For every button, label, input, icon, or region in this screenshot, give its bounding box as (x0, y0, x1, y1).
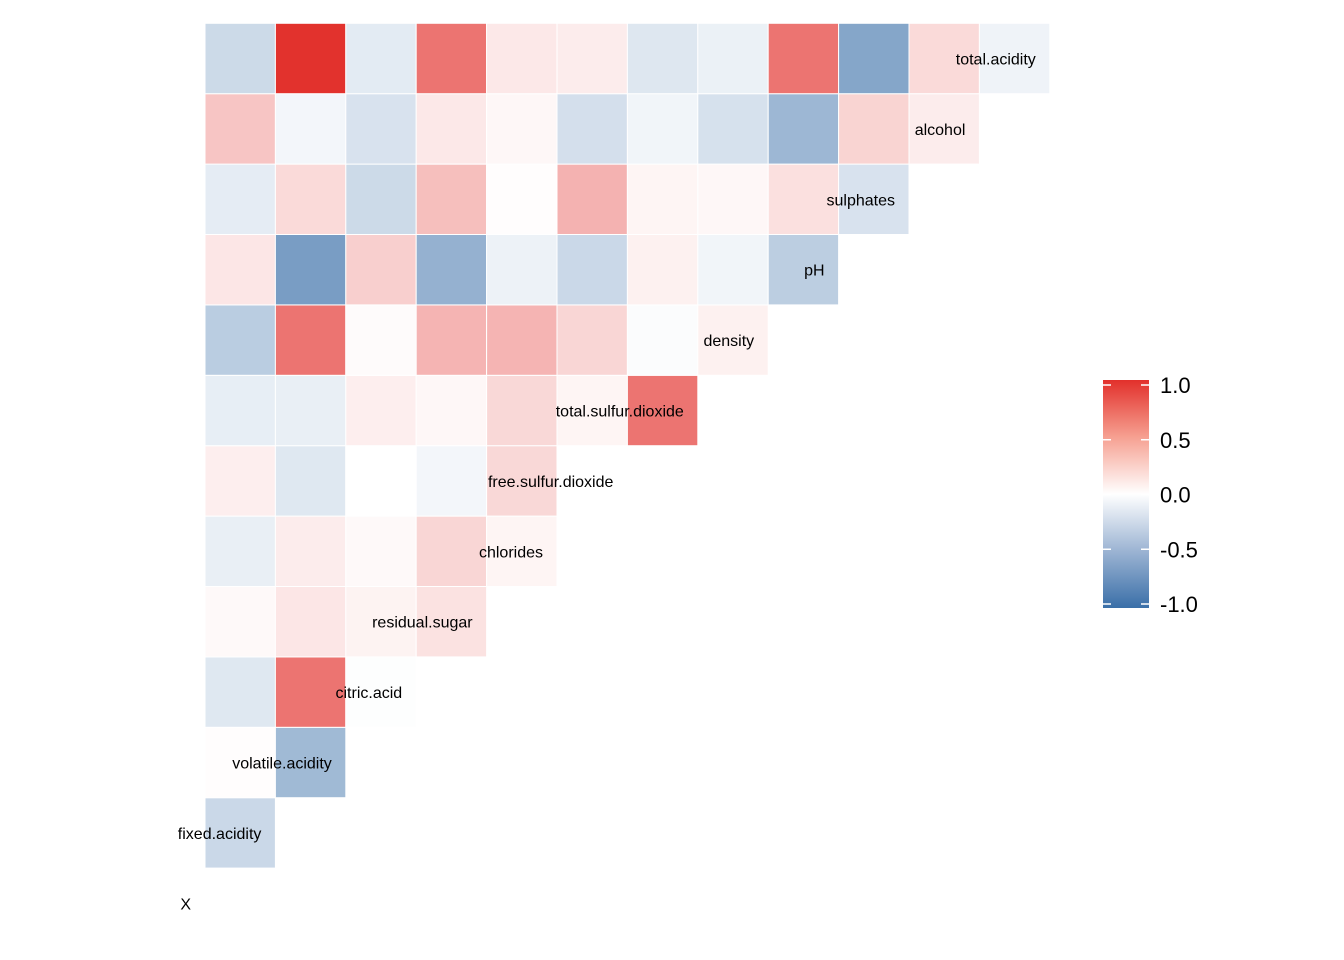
legend-tick-label: 0.0 (1160, 483, 1191, 508)
heatmap-cell-total.acidity-fixed.acidity (274, 22, 347, 95)
heatmap-cell-density-residual.sugar (486, 304, 558, 376)
variable-label: density (703, 333, 754, 350)
heatmap-cell-alcohol-pH (838, 93, 910, 165)
heatmap-cell-free.sulfur.dioxide-fixed.acidity (274, 445, 347, 517)
heatmap-cell-total.acidity-X (204, 22, 276, 95)
heatmap-cell-total.acidity-total.sulfur.dioxide (697, 22, 769, 95)
legend-ticks: 1.0 0.5 0.0 -0.5 -1.0 (1103, 373, 1198, 617)
heatmap-cell-total.acidity-density (767, 22, 840, 95)
heatmap-cell-chlorides-citric.acid (415, 515, 488, 587)
heatmap-cell-sulphates-total.sulfur.dioxide (697, 163, 769, 236)
heatmap-cell-alcohol-residual.sugar (486, 93, 558, 165)
heatmap-cell-fixed.acidity-X (204, 797, 276, 869)
heatmap-cell-total.acidity-alcohol (978, 22, 1051, 95)
heatmap-cell-sulphates-fixed.acidity (274, 163, 347, 236)
heatmap-cell-total.sulfur.dioxide-citric.acid (415, 374, 488, 447)
heatmap-cell-citric.acid-fixed.acidity (274, 656, 347, 728)
heatmap-cell-total.sulfur.dioxide-volatile.acidity (345, 374, 417, 447)
legend-tick-label: -1.0 (1160, 592, 1198, 617)
legend-tick-label: 1.0 (1160, 373, 1191, 398)
heatmap-cell-density-total.sulfur.dioxide (697, 304, 769, 376)
heatmap-cell-chlorides-volatile.acidity (345, 515, 417, 587)
heatmap-cell-alcohol-citric.acid (415, 93, 488, 165)
heatmap-cell-pH-citric.acid (415, 234, 488, 306)
heatmap-cell-alcohol-density (767, 93, 840, 165)
variable-label: pH (804, 263, 824, 280)
variable-label: X (180, 896, 191, 913)
heatmap-cell-alcohol-free.sulfur.dioxide (626, 93, 699, 165)
heatmap-cell-free.sulfur.dioxide-citric.acid (415, 445, 488, 517)
variable-label: alcohol (915, 122, 966, 139)
heatmap-cell-citric.acid-volatile.acidity (345, 656, 417, 728)
heatmap-cell-density-volatile.acidity (345, 304, 417, 376)
heatmap-cell-pH-chlorides (556, 234, 628, 306)
heatmap-cell-free.sulfur.dioxide-volatile.acidity (345, 445, 417, 517)
variable-label: chlorides (479, 544, 543, 561)
heatmap-cell-total.acidity-citric.acid (415, 22, 488, 95)
heatmap-cell-alcohol-fixed.acidity (274, 93, 347, 165)
heatmap-cell-total.acidity-pH (838, 22, 910, 95)
heatmap-cell-pH-X (204, 234, 276, 306)
heatmap-cell-alcohol-X (204, 93, 276, 165)
heatmap-cell-total.acidity-volatile.acidity (345, 22, 417, 95)
heatmap-cell-residual.sugar-volatile.acidity (345, 586, 417, 658)
heatmap-cell-sulphates-free.sulfur.dioxide (626, 163, 699, 236)
heatmap-cell-total.acidity-free.sulfur.dioxide (626, 22, 699, 95)
heatmap-cell-sulphates-pH (838, 163, 910, 236)
heatmap-cell-citric.acid-X (204, 656, 276, 728)
heatmap-cell-alcohol-volatile.acidity (345, 93, 417, 165)
heatmap-cell-pH-volatile.acidity (345, 234, 417, 306)
legend-tick-label: -0.5 (1160, 537, 1198, 562)
heatmap-cell-sulphates-volatile.acidity (345, 163, 417, 236)
heatmap-cells (204, 22, 1051, 869)
heatmap-cell-free.sulfur.dioxide-chlorides (556, 445, 628, 517)
variable-label: total.acidity (956, 52, 1036, 69)
heatmap-cell-residual.sugar-citric.acid (415, 586, 488, 658)
heatmap-cell-density-citric.acid (415, 304, 488, 376)
heatmap-cell-residual.sugar-fixed.acidity (274, 586, 347, 658)
variable-label: total.sulfur.dioxide (556, 404, 684, 421)
heatmap-cell-pH-free.sulfur.dioxide (626, 234, 699, 306)
heatmap-cell-total.sulfur.dioxide-free.sulfur.dioxide (626, 374, 699, 447)
variable-label: residual.sugar (372, 615, 473, 632)
variable-label: volatile.acidity (232, 756, 332, 773)
heatmap-cell-alcohol-sulphates (908, 93, 980, 165)
heatmap-cell-total.acidity-chlorides (556, 22, 628, 95)
variable-label: citric.acid (336, 685, 403, 702)
heatmap-cell-residual.sugar-X (204, 586, 276, 658)
legend-tick-label: 0.5 (1160, 428, 1191, 453)
heatmap-cell-pH-residual.sugar (486, 234, 558, 306)
heatmap-cell-total.acidity-residual.sugar (486, 22, 558, 95)
heatmap-cell-chlorides-residual.sugar (486, 515, 558, 587)
heatmap-cell-density-X (204, 304, 276, 376)
heatmap-cell-density-chlorides (556, 304, 628, 376)
heatmap-cell-sulphates-X (204, 163, 276, 236)
heatmap-cell-chlorides-X (204, 515, 276, 587)
variable-label: fixed.acidity (178, 826, 262, 843)
variable-label: sulphates (827, 192, 896, 209)
variable-label: free.sulfur.dioxide (488, 474, 614, 491)
heatmap-cell-sulphates-residual.sugar (486, 163, 558, 236)
heatmap-cell-volatile.acidity-X (204, 726, 276, 799)
heatmap-cell-density-free.sulfur.dioxide (626, 304, 699, 376)
heatmap-cell-free.sulfur.dioxide-residual.sugar (486, 445, 558, 517)
heatmap-cell-pH-total.sulfur.dioxide (697, 234, 769, 306)
heatmap-cell-sulphates-citric.acid (415, 163, 488, 236)
heatmap-cell-total.acidity-sulphates (908, 22, 980, 95)
heatmap-cell-chlorides-fixed.acidity (274, 515, 347, 587)
heatmap-cell-total.sulfur.dioxide-X (204, 374, 276, 447)
heatmap-cell-pH-fixed.acidity (274, 234, 347, 306)
heatmap-cell-free.sulfur.dioxide-X (204, 445, 276, 517)
heatmap-cell-total.sulfur.dioxide-residual.sugar (486, 374, 558, 447)
heatmap-cell-alcohol-chlorides (556, 93, 628, 165)
heatmap-cell-alcohol-total.sulfur.dioxide (697, 93, 769, 165)
heatmap-cell-total.sulfur.dioxide-fixed.acidity (274, 374, 347, 447)
color-legend: 1.0 0.5 0.0 -0.5 -1.0 (1103, 373, 1198, 617)
heatmap-cell-density-fixed.acidity (274, 304, 347, 376)
heatmap-cell-sulphates-chlorides (556, 163, 628, 236)
